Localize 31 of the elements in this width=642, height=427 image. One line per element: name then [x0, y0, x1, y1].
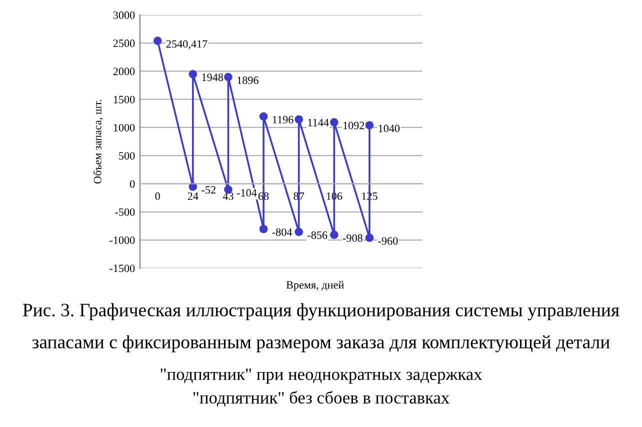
x-tick-label: 0 — [155, 192, 160, 200]
text: "подпятник" при неоднократных задержках — [160, 368, 482, 384]
y-tick-label: 500 — [119, 152, 135, 160]
text: запасами с фиксированным размером заказа для комплектующей детали — [32, 335, 610, 352]
data-label: -52 — [202, 186, 216, 194]
x-axis-title: Время, дней — [286, 280, 344, 291]
data-label: 2540,417 — [166, 40, 208, 50]
data-label: -104 — [236, 189, 257, 197]
y-tick-label: 0 — [130, 180, 135, 188]
text: Рис. 3. Графическая иллюстрация функционирования системы управления — [22, 303, 620, 320]
data-label: 1896 — [238, 76, 258, 84]
y-tick-label: 1000 — [114, 124, 135, 132]
data-label: 1092 — [343, 122, 364, 130]
y-axis-title: Объем запаса, шт. — [93, 100, 103, 184]
y-tick-label: -500 — [115, 208, 135, 216]
y-tick-label: 1500 — [114, 96, 135, 104]
data-label: 1144 — [308, 118, 329, 126]
data-label: -856 — [308, 231, 328, 239]
data-label: 1040 — [378, 124, 400, 132]
data-label: 1948 — [202, 74, 224, 82]
data-label: -960 — [378, 237, 398, 245]
y-tick-label: -1000 — [110, 236, 135, 244]
y-tick-label: 2000 — [113, 68, 135, 76]
y-tick-label: 2500 — [113, 40, 135, 48]
data-label: -908 — [342, 234, 362, 242]
x-tick-label: 24 — [188, 192, 198, 200]
y-tick-label: -1500 — [110, 264, 135, 272]
y-tick-label: 3000 — [113, 11, 135, 19]
data-label: 1196 — [272, 116, 294, 124]
data-label: -804 — [272, 228, 292, 236]
text: "подпятник" без сбоев в поставках — [193, 391, 450, 407]
